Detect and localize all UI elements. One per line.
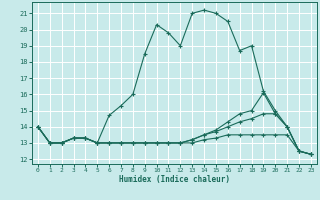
- X-axis label: Humidex (Indice chaleur): Humidex (Indice chaleur): [119, 175, 230, 184]
